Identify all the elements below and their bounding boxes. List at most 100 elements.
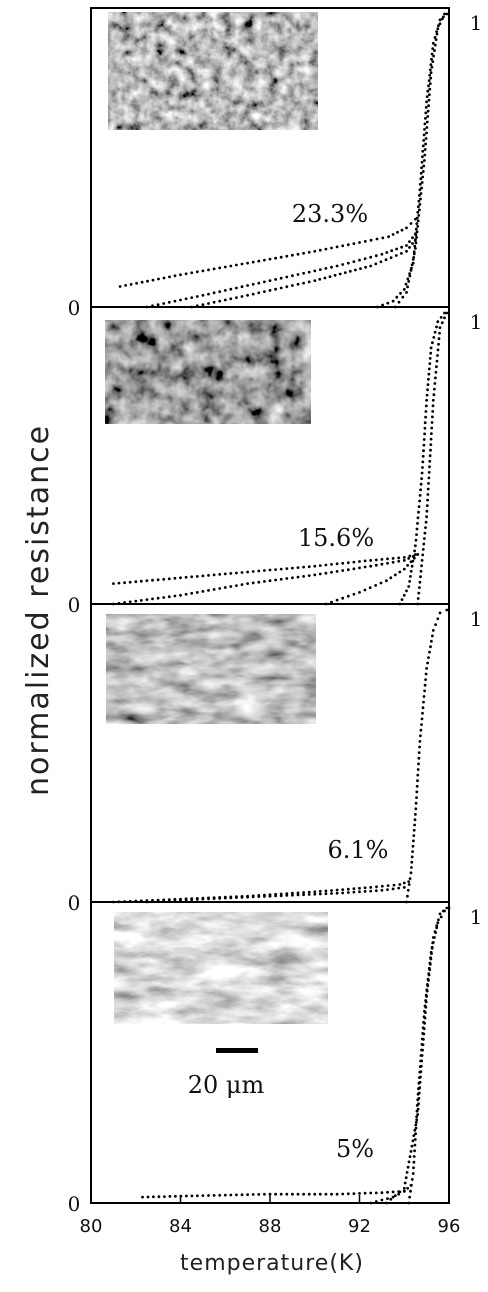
- data-point: [380, 884, 384, 888]
- data-point: [341, 244, 345, 248]
- data-point: [406, 277, 410, 281]
- data-point: [385, 251, 389, 254]
- data-point: [168, 1195, 172, 1198]
- data-point: [413, 1138, 417, 1141]
- data-point: [263, 280, 266, 284]
- data-point: [421, 454, 425, 458]
- series-2: [145, 886, 406, 904]
- data-point: [406, 285, 409, 289]
- data-point: [421, 149, 425, 153]
- data-point: [302, 575, 305, 578]
- data-point: [433, 382, 437, 385]
- data-point: [352, 1192, 356, 1195]
- data-point: [390, 249, 394, 253]
- data-point: [218, 587, 222, 590]
- data-point: [420, 1054, 424, 1057]
- data-point: [358, 591, 361, 594]
- data-point: [430, 952, 433, 955]
- data-point: [235, 1193, 238, 1197]
- y-tick-label: 1: [470, 905, 483, 929]
- data-point: [179, 273, 182, 277]
- data-point: [167, 595, 171, 599]
- data-point: [430, 65, 434, 69]
- data-point: [313, 890, 317, 894]
- data-point: [426, 487, 430, 491]
- data-point: [318, 564, 322, 567]
- data-point: [352, 260, 356, 263]
- data-point: [285, 275, 289, 279]
- data-point: [391, 887, 395, 891]
- data-point: [324, 247, 328, 251]
- data-point: [391, 1195, 395, 1199]
- series-2: [145, 232, 417, 309]
- data-point: [330, 246, 333, 250]
- series-1: [141, 1189, 406, 1199]
- data-point: [433, 36, 437, 39]
- data-point: [195, 295, 199, 298]
- data-point: [415, 1118, 419, 1122]
- data-point: [425, 509, 429, 513]
- data-point: [419, 197, 422, 201]
- data-point: [426, 115, 430, 118]
- x-tick-label: 84: [169, 1216, 192, 1237]
- data-point: [408, 246, 411, 249]
- data-point: [212, 300, 216, 304]
- data-point: [268, 289, 272, 292]
- data-point: [412, 1166, 415, 1170]
- data-point: [433, 330, 437, 334]
- data-point: [128, 600, 132, 604]
- data-point: [417, 762, 420, 766]
- data-point: [151, 597, 154, 601]
- data-point: [207, 268, 210, 272]
- data-point: [313, 1192, 317, 1196]
- data-point: [223, 289, 227, 292]
- data-point: [145, 579, 149, 583]
- data-point: [419, 171, 423, 175]
- data-point: [251, 260, 255, 264]
- data-point: [421, 553, 425, 557]
- data-point: [363, 1191, 367, 1195]
- data-point: [395, 247, 398, 251]
- data-point: [374, 254, 378, 258]
- data-point: [417, 199, 421, 203]
- data-point: [352, 592, 356, 596]
- data-point: [408, 877, 412, 880]
- data-point: [201, 574, 205, 578]
- data-point: [386, 888, 389, 891]
- data-point: [296, 1192, 300, 1196]
- data-point: [240, 583, 244, 586]
- data-point: [417, 591, 421, 595]
- data-point: [251, 581, 255, 585]
- data-point: [374, 584, 377, 587]
- data-point: [195, 591, 199, 594]
- data-point: [240, 896, 244, 899]
- data-point: [195, 575, 199, 578]
- series-5: [416, 311, 449, 606]
- data-point: [414, 801, 418, 805]
- data-point: [123, 581, 126, 585]
- data-point: [416, 553, 420, 556]
- data-point: [363, 240, 367, 243]
- x-tick-label: 96: [438, 1216, 461, 1237]
- data-point: [218, 1193, 222, 1197]
- data-point: [413, 1149, 416, 1153]
- data-point: [212, 1194, 216, 1197]
- data-point: [430, 946, 434, 950]
- data-point: [274, 256, 277, 260]
- data-point: [140, 280, 144, 284]
- data-point: [363, 257, 367, 261]
- data-point: [415, 236, 418, 239]
- data-point: [229, 896, 233, 900]
- panel-4: 0 1 5%: [68, 901, 483, 1216]
- y-axis-label: normalized resistance: [21, 424, 56, 796]
- data-point: [302, 281, 305, 285]
- data-point: [426, 984, 430, 988]
- data-point: [423, 153, 427, 157]
- data-point: [343, 271, 347, 274]
- data-point: [411, 844, 415, 848]
- data-point: [425, 667, 428, 670]
- data-point: [437, 918, 440, 922]
- data-point: [354, 268, 357, 272]
- x-axis-label: temperature(K): [180, 1251, 364, 1276]
- data-point: [430, 432, 433, 435]
